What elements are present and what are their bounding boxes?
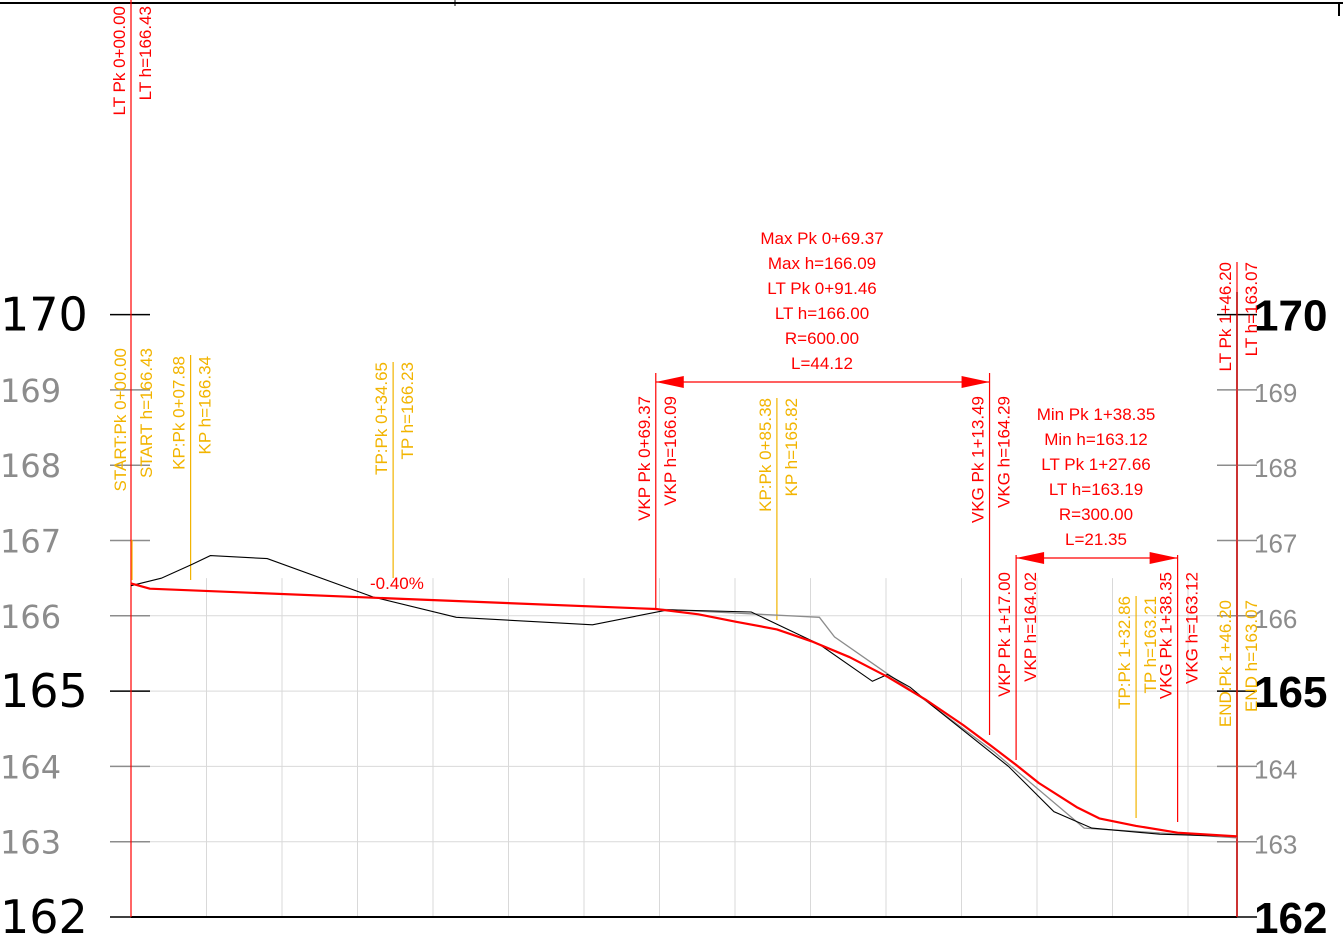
station-label-kp-8538: KP:Pk 0+85.38 — [756, 398, 775, 512]
station-label-kp-0788: KP h=166.34 — [196, 356, 215, 454]
arrow-right — [961, 376, 990, 388]
curve-text-min-curve: R=300.00 — [1059, 505, 1133, 524]
right-axis-label: 165 — [1254, 668, 1327, 717]
left-axis-label: 164 — [0, 748, 61, 786]
left-axis-label: 168 — [0, 447, 61, 485]
right-axis-label: 164 — [1254, 754, 1297, 784]
curve-text-max-curve: Max Pk 0+69.37 — [760, 229, 883, 248]
station-labels: LT Pk 0+00.00 LT h=166.43 START:Pk 0+00.00… — [110, 6, 1261, 727]
slope-label: -0.40% — [370, 574, 424, 593]
left-axis-label: 167 — [0, 523, 61, 561]
right-axis-label: 169 — [1254, 378, 1297, 408]
left-axis-label: 163 — [0, 824, 61, 862]
station-label-end: END h=163.07 — [1242, 600, 1261, 712]
curve-text-max-curve: L=44.12 — [791, 354, 853, 373]
right-axis-label: 163 — [1254, 830, 1297, 860]
station-label-lt-pk-start: LT Pk 0+00.00 — [110, 6, 129, 115]
station-label-tp-13286: TP h=163.21 — [1141, 596, 1160, 694]
station-label-vkp-11700: VKP h=164.02 — [1021, 572, 1040, 682]
station-label-vkg-11349: VKG Pk 1+13.49 — [969, 396, 988, 523]
station-label-vkp-6937: VKP Pk 0+69.37 — [635, 396, 654, 521]
station-label-tp-3465: TP h=166.23 — [398, 362, 417, 460]
curve-text-max-curve: LT h=166.00 — [775, 304, 869, 323]
arrow-left — [1016, 552, 1045, 564]
curve-text-min-curve: LT h=163.19 — [1049, 480, 1143, 499]
station-label-lt-pk-end: LT h=163.07 — [1242, 262, 1261, 356]
right-axis-label: 166 — [1254, 604, 1297, 634]
arrow-right — [1149, 552, 1178, 564]
station-label-vkp-6937: VKP h=166.09 — [661, 396, 680, 506]
curve-text-max-curve: Max h=166.09 — [768, 254, 876, 273]
design-grade-line — [130, 582, 1238, 838]
right-axis-label: 170 — [1254, 292, 1327, 341]
profile-lines — [130, 555, 1238, 839]
curve-text-min-curve: L=21.35 — [1065, 530, 1127, 549]
station-label-vkg-13835: VKG h=163.12 — [1183, 572, 1202, 684]
station-label-tp-3465: TP:Pk 0+34.65 — [372, 362, 391, 475]
terrain-line — [130, 555, 1238, 837]
station-label-lt-pk-start: LT h=166.43 — [136, 6, 155, 100]
station-label-start: START:Pk 0+00.00 — [111, 348, 130, 491]
station-label-tp-13286: TP:Pk 1+32.86 — [1115, 596, 1134, 709]
station-label-kp-8538: KP h=165.82 — [782, 398, 801, 496]
station-label-kp-0788: KP:Pk 0+07.88 — [170, 356, 189, 470]
left-axis-label: 169 — [0, 372, 61, 410]
right-axis-label: 168 — [1254, 453, 1297, 483]
frame — [0, 0, 1343, 16]
elevation-axes: 170 169 168 167 166 165 164 163 162 170 169 168 167 1… — [0, 288, 1327, 944]
station-label-vkg-11349: VKG h=164.29 — [995, 396, 1014, 508]
left-axis-label: 165 — [0, 664, 88, 718]
arrow-left — [655, 376, 684, 388]
curve-text-max-curve: LT Pk 0+91.46 — [767, 279, 876, 298]
curve-text-max-curve: R=600.00 — [785, 329, 859, 348]
left-axis-label: 162 — [0, 890, 88, 944]
station-label-end: END:Pk 1+46.20 — [1216, 600, 1235, 727]
right-axis-label: 162 — [1254, 894, 1327, 943]
station-label-start: START h=166.43 — [137, 348, 156, 478]
curve-text-min-curve: LT Pk 1+27.66 — [1041, 455, 1150, 474]
curve-text-min-curve: Min h=163.12 — [1044, 430, 1148, 449]
station-markers — [130, 0, 1238, 917]
curve-annotations: Max Pk 0+69.37 Max h=166.09 LT Pk 0+91.46 L… — [655, 229, 1178, 564]
grid — [131, 578, 1237, 917]
curve-text-min-curve: Min Pk 1+38.35 — [1037, 405, 1156, 424]
left-axis-label: 170 — [0, 288, 88, 342]
right-axis-label: 167 — [1254, 529, 1297, 559]
left-axis-label: 166 — [0, 598, 61, 636]
station-label-vkg-13835: VKG Pk 1+38.35 — [1157, 572, 1176, 699]
station-label-vkp-11700: VKP Pk 1+17.00 — [995, 572, 1014, 697]
station-label-lt-pk-end: LT Pk 1+46.20 — [1216, 262, 1235, 371]
